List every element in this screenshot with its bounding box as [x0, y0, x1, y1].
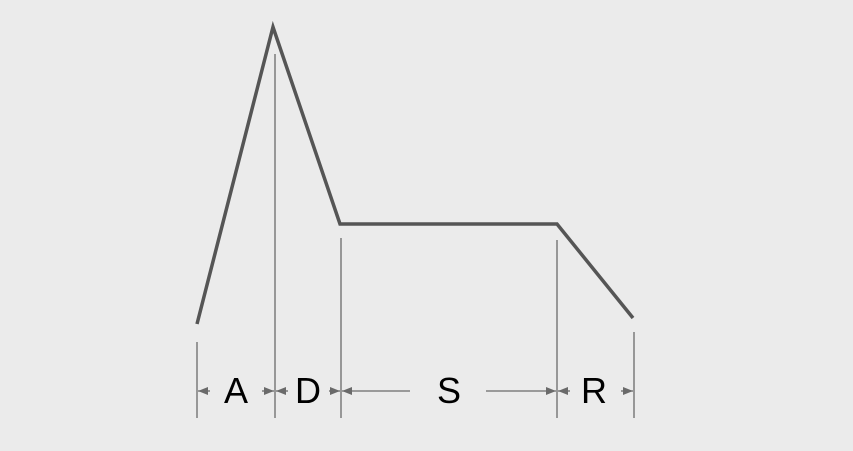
attack-label: A — [224, 370, 248, 411]
phase-boundary-lines — [196, 54, 635, 418]
decay-label: D — [295, 370, 321, 411]
envelope-curve — [195, 20, 635, 325]
release-label: R — [581, 370, 607, 411]
sustain-label: S — [437, 370, 461, 411]
